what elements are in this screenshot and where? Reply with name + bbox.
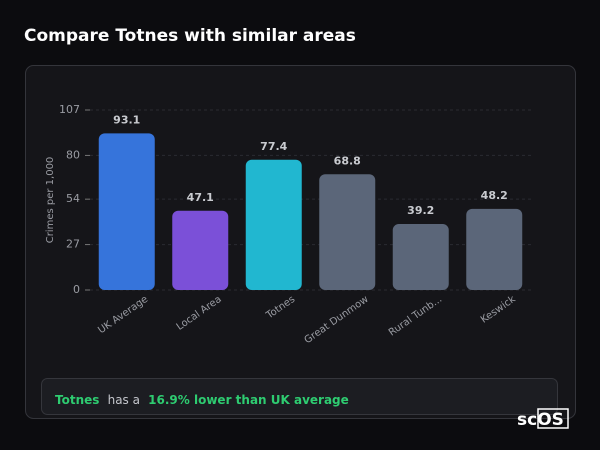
- bar: [172, 210, 229, 290]
- y-tick-label: 107: [59, 103, 80, 116]
- value-label: 39.2: [407, 204, 434, 217]
- chart-title: Compare Totnes with similar areas: [24, 26, 356, 46]
- summary-box: [41, 378, 558, 415]
- value-label: 47.1: [187, 191, 214, 204]
- bar: [98, 133, 155, 290]
- bar: [319, 174, 376, 290]
- value-label: 93.1: [113, 113, 140, 126]
- value-label: 77.4: [260, 140, 287, 153]
- summary-area: Totnes: [55, 393, 99, 407]
- y-axis-label: Crimes per 1,000: [45, 157, 56, 244]
- bar: [392, 224, 449, 290]
- logo: scOS: [517, 410, 564, 430]
- y-tick-label: 80: [66, 148, 80, 161]
- value-label: 48.2: [481, 189, 508, 202]
- summary: Totnes has a 16.9% lower than UK average: [55, 393, 349, 407]
- logo-frame: [537, 408, 569, 429]
- y-tick-label: 54: [66, 192, 80, 205]
- bar: [245, 159, 302, 290]
- summary-text: has a: [108, 393, 140, 407]
- summary-highlight: 16.9% lower than UK average: [148, 393, 349, 407]
- y-tick-label: 0: [73, 283, 80, 296]
- bar: [466, 208, 523, 290]
- y-tick-label: 27: [66, 238, 80, 251]
- value-label: 68.8: [334, 154, 361, 167]
